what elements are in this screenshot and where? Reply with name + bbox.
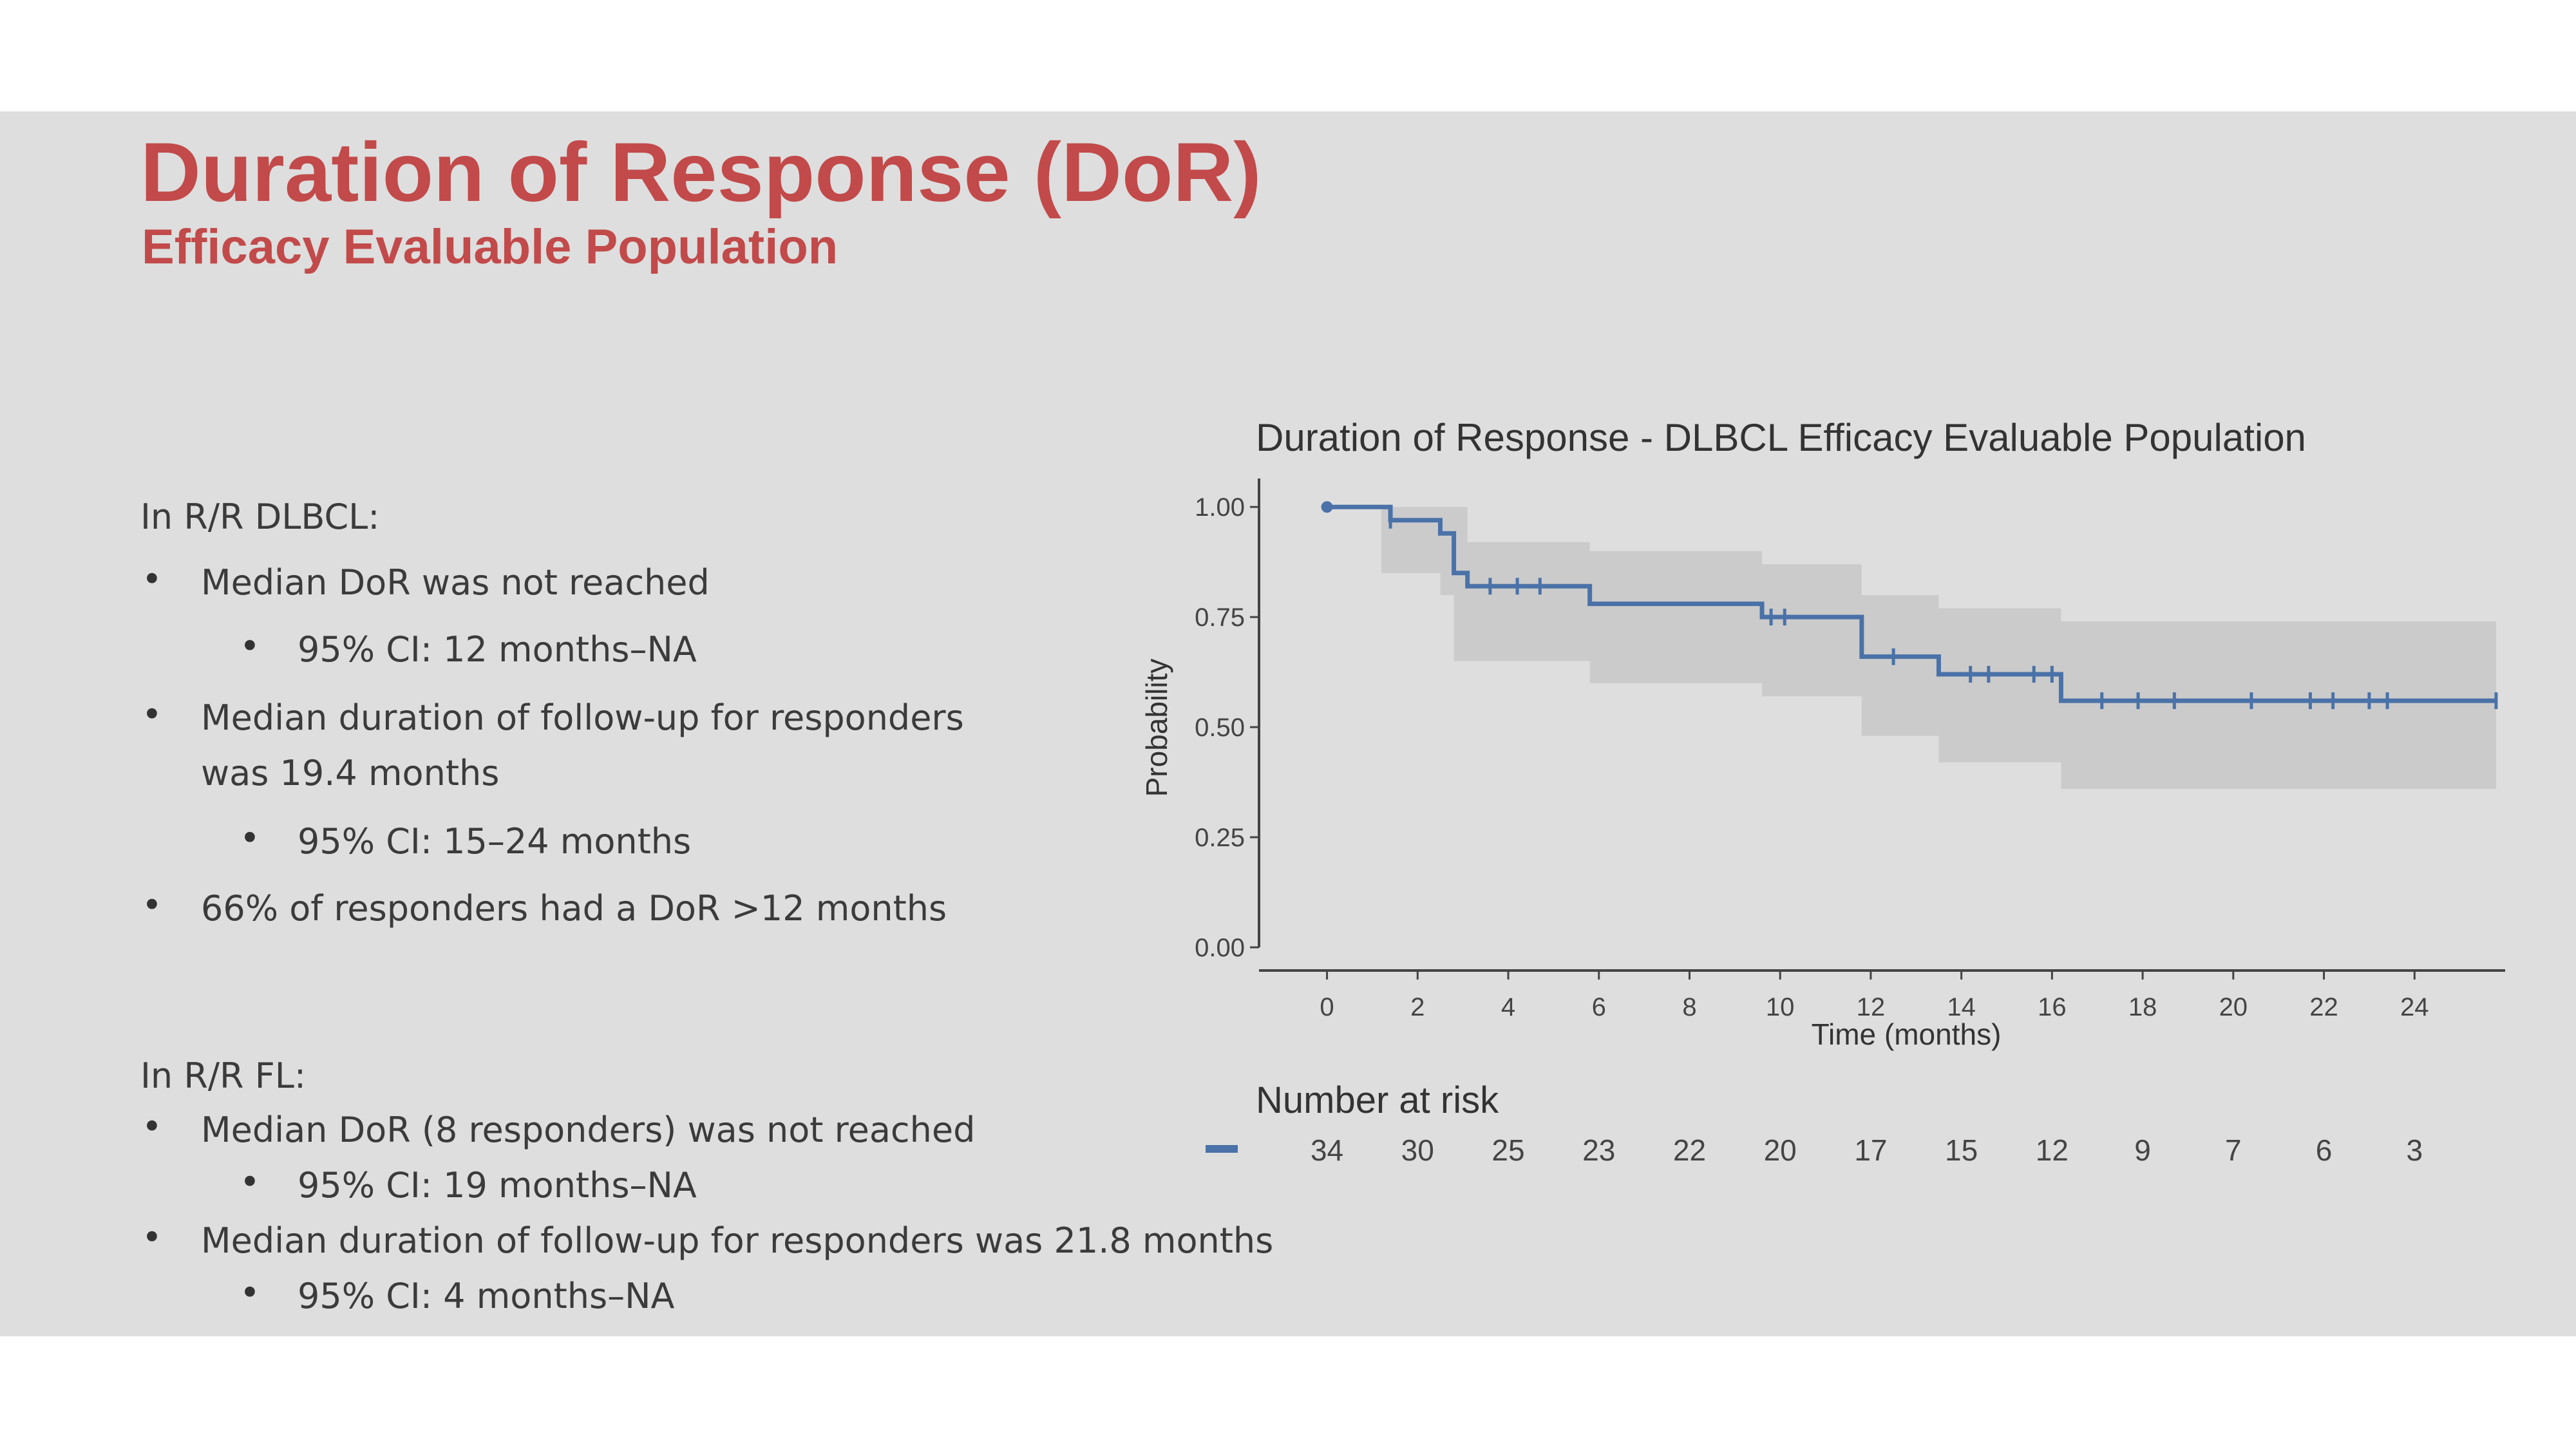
x-tick-label: 14 xyxy=(1947,993,1976,1021)
censor-layer xyxy=(1388,511,2498,710)
x-tick-label: 2 xyxy=(1410,993,1425,1021)
y-tick-label: 0.00 xyxy=(1195,934,1245,962)
risk-count: 15 xyxy=(1945,1133,1978,1167)
fl-heading: In R/R FL: xyxy=(140,1056,307,1096)
risk-count: 7 xyxy=(2225,1133,2242,1167)
x-tick-label: 16 xyxy=(2038,993,2067,1021)
y-tick-label: 0.75 xyxy=(1195,603,1245,632)
fl-bullet-2: Median duration of follow-up for respond… xyxy=(201,1220,1274,1261)
bullet-dot: • xyxy=(142,694,162,735)
page-subtitle: Efficacy Evaluable Population xyxy=(142,220,838,274)
page-title: Duration of Response (DoR) xyxy=(140,125,1262,219)
risk-count: 17 xyxy=(1854,1133,1887,1167)
x-tick-label: 24 xyxy=(2400,993,2429,1021)
y-tick-label: 1.00 xyxy=(1195,493,1245,522)
bullet-dot: • xyxy=(142,885,162,925)
x-axis-label: Time (months) xyxy=(1812,1018,2002,1051)
x-tick-label: 18 xyxy=(2128,993,2157,1021)
dlbcl-bullet-2-line1: Median duration of follow-up for respond… xyxy=(201,697,964,738)
curve-layer xyxy=(1321,501,2496,703)
y-tick-label: 0.25 xyxy=(1195,824,1245,852)
risk-count: 23 xyxy=(1582,1133,1615,1167)
confidence-band-layer xyxy=(1327,507,2496,789)
risk-count: 3 xyxy=(2406,1133,2423,1167)
fl-bullet-1: Median DoR (8 responders) was not reache… xyxy=(201,1110,976,1150)
x-tick-label: 6 xyxy=(1592,993,1606,1021)
x-tick-label: 10 xyxy=(1766,993,1795,1021)
x-tick-label: 4 xyxy=(1501,993,1515,1021)
bullet-dot: • xyxy=(240,1273,260,1313)
risk-count: 20 xyxy=(1764,1133,1797,1167)
risk-count: 34 xyxy=(1311,1133,1343,1167)
risk-count: 22 xyxy=(1673,1133,1706,1167)
y-tick-label: 0.50 xyxy=(1195,714,1245,742)
dlbcl-bullet-3: 66% of responders had a DoR >12 months xyxy=(201,888,947,929)
dlbcl-bullet-2-line2: was 19.4 months xyxy=(201,753,500,793)
bullet-dot: • xyxy=(240,1162,260,1202)
x-tick-label: 12 xyxy=(1857,993,1886,1021)
x-tick-label: 8 xyxy=(1682,993,1696,1021)
risk-count: 12 xyxy=(2036,1133,2069,1167)
risk-table-layer: 34 30 25 23 22 20 17 15 12 9 7 6 3 xyxy=(1311,1133,2423,1167)
y-axis-label: Probability xyxy=(1140,659,1173,797)
bullet-dot: • xyxy=(240,626,260,667)
fl-bullet-1-sub: 95% CI: 19 months–NA xyxy=(298,1165,697,1206)
fl-bullet-2-sub: 95% CI: 4 months–NA xyxy=(298,1276,675,1316)
dlbcl-heading: In R/R DLBCL: xyxy=(140,497,380,537)
dlbcl-bullet-1: Median DoR was not reached xyxy=(201,562,710,603)
dlbcl-bullet-2-sub: 95% CI: 15–24 months xyxy=(298,821,692,862)
x-tick-label: 22 xyxy=(2309,993,2338,1021)
x-tick-label: 20 xyxy=(2219,993,2248,1021)
bullet-dot: • xyxy=(240,818,260,858)
survival-curve xyxy=(1327,504,2496,703)
curve-start-point xyxy=(1321,501,1333,513)
risk-count: 25 xyxy=(1492,1133,1524,1167)
risk-table-legend-mark xyxy=(1206,1145,1238,1153)
risk-count: 6 xyxy=(2316,1133,2333,1167)
bullet-dot: • xyxy=(142,1106,162,1147)
x-tick-label: 0 xyxy=(1320,993,1334,1021)
bullet-dot: • xyxy=(142,559,162,600)
risk-table-title: Number at risk xyxy=(1256,1079,1499,1121)
confidence-band xyxy=(1327,507,2496,789)
chart-title: Duration of Response - DLBCL Efficacy Ev… xyxy=(1256,416,2306,459)
axes-layer: 0.000.250.500.751.000 2 4 6 8 10 12 14 16 18 20 22 2… xyxy=(1195,478,2505,1021)
risk-count: 30 xyxy=(1401,1133,1434,1167)
dlbcl-bullet-1-sub: 95% CI: 12 months–NA xyxy=(298,629,697,670)
risk-count: 9 xyxy=(2134,1133,2151,1167)
bullet-dot: • xyxy=(142,1217,162,1258)
